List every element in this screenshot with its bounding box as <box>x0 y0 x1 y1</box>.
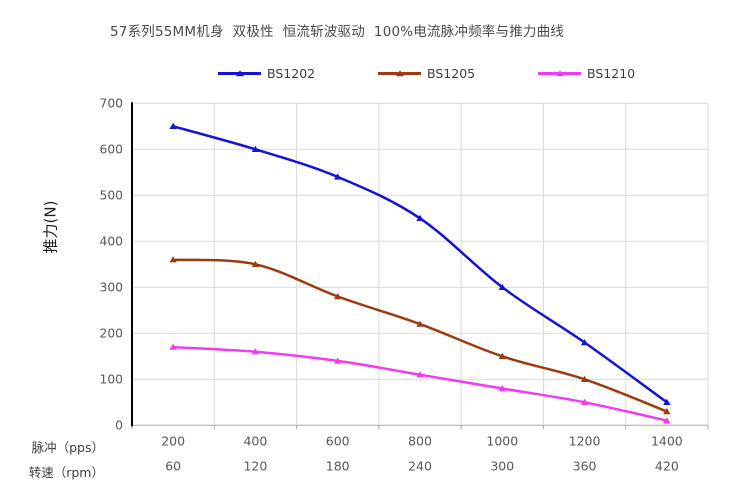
x-tick-label-pps: 1000 <box>486 434 518 449</box>
x-tick-label-pps: 1400 <box>651 434 683 449</box>
data-point-marker-bs1210 <box>663 417 671 424</box>
data-point-marker-bs1210 <box>580 398 589 405</box>
data-point-marker-bs1210 <box>416 371 424 378</box>
data-point-marker-bs1210 <box>498 385 506 392</box>
data-point-marker-bs1205 <box>169 256 177 263</box>
data-point-marker-bs1202 <box>169 122 177 129</box>
x-axis-row-label-speed: 转速（rpm） <box>28 465 104 480</box>
y-tick-label: 600 <box>100 143 123 157</box>
x-tick-label-rpm: 240 <box>408 459 432 474</box>
y-tick-label: 400 <box>100 235 123 249</box>
x-tick-label-pps: 800 <box>408 434 432 449</box>
chart-title: 57系列55MM机身 双极性 恒流斩波驱动 100%电流脉冲频率与推力曲线 <box>110 24 564 40</box>
x-tick-label-rpm: 120 <box>243 459 267 474</box>
data-point-marker-bs1205 <box>663 408 671 415</box>
data-point-marker-bs1202 <box>334 173 342 180</box>
y-tick-label: 700 <box>100 97 123 111</box>
legend-label: BS1210 <box>587 66 636 81</box>
x-tick-label-rpm: 420 <box>655 459 679 474</box>
data-point-marker-bs1210 <box>169 343 177 350</box>
x-tick-label-rpm: 300 <box>490 459 514 474</box>
legend-label: BS1202 <box>267 66 316 81</box>
data-point-marker-bs1205 <box>334 293 342 300</box>
x-tick-label-rpm: 180 <box>326 459 350 474</box>
triangle-marker-icon <box>555 69 564 76</box>
data-point-marker-bs1205 <box>251 260 260 267</box>
data-point-marker-bs1205 <box>580 375 589 382</box>
legend-line-icon <box>218 69 261 76</box>
y-tick-label: 100 <box>100 373 123 387</box>
y-tick-label: 0 <box>115 419 123 433</box>
triangle-marker-icon <box>235 69 244 76</box>
x-tick-label-pps: 400 <box>243 434 267 449</box>
data-point-marker-bs1202 <box>663 398 671 405</box>
legend-item-bs1202: BS1202 <box>218 66 315 81</box>
legend-item-bs1210: BS1210 <box>538 66 635 81</box>
x-axis-row-label-pulse: 脉冲（pps） <box>31 440 104 455</box>
x-tick-label-pps: 600 <box>326 434 350 449</box>
data-point-marker-bs1202 <box>416 214 424 221</box>
x-tick-label-pps: 200 <box>161 434 185 449</box>
data-point-marker-bs1210 <box>251 348 260 355</box>
legend-line-icon <box>538 69 581 76</box>
y-tick-label: 200 <box>100 327 123 341</box>
y-tick-label: 500 <box>100 189 123 203</box>
data-point-marker-bs1202 <box>251 145 260 152</box>
legend-line-icon <box>378 69 421 76</box>
data-point-marker-bs1205 <box>498 352 506 359</box>
y-tick-label: 300 <box>100 281 123 295</box>
series-line-bs1205 <box>171 258 669 413</box>
data-point-marker-bs1202 <box>580 339 589 346</box>
x-tick-label-pps: 1200 <box>569 434 601 449</box>
triangle-marker-icon <box>395 69 404 76</box>
x-tick-label-rpm: 60 <box>165 459 181 474</box>
x-tick-label-rpm: 360 <box>573 459 597 474</box>
series-line-bs1210 <box>171 345 669 422</box>
series-line-bs1202 <box>171 125 669 404</box>
data-point-marker-bs1205 <box>416 320 424 327</box>
data-point-marker-bs1210 <box>334 357 342 364</box>
legend-item-bs1205: BS1205 <box>378 66 475 81</box>
data-point-marker-bs1202 <box>498 283 506 290</box>
legend-label: BS1205 <box>427 66 476 81</box>
